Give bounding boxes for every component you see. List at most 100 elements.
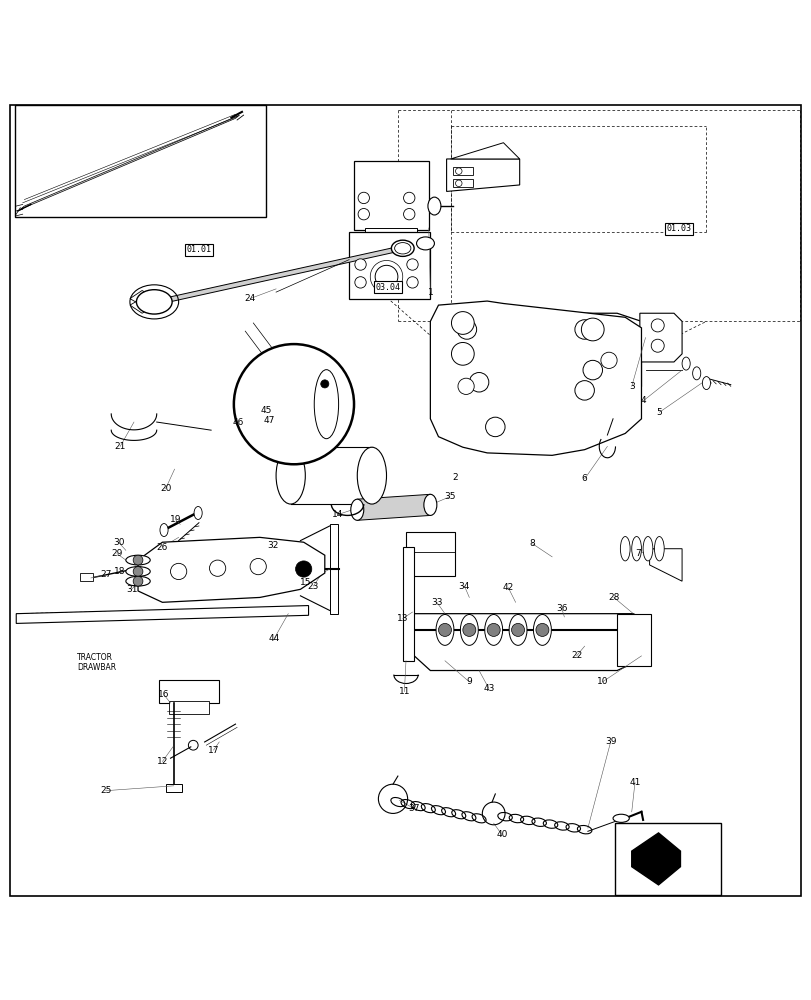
Circle shape <box>165 139 175 148</box>
Text: 44: 44 <box>268 634 280 643</box>
Circle shape <box>574 381 594 400</box>
Text: 42: 42 <box>502 583 513 592</box>
Ellipse shape <box>126 567 150 576</box>
Circle shape <box>406 259 418 270</box>
Text: 10: 10 <box>596 677 607 686</box>
Polygon shape <box>162 247 397 303</box>
Bar <box>15 105 266 217</box>
Text: 14: 14 <box>332 510 343 519</box>
Bar <box>406 532 454 576</box>
Text: 15: 15 <box>299 578 311 587</box>
Bar <box>453 167 473 175</box>
Polygon shape <box>631 833 680 885</box>
Circle shape <box>209 560 225 576</box>
Circle shape <box>451 342 474 365</box>
Circle shape <box>118 157 128 167</box>
Bar <box>159 680 219 703</box>
Circle shape <box>71 176 81 186</box>
Text: 47: 47 <box>264 416 275 425</box>
Text: 31: 31 <box>126 585 137 594</box>
Ellipse shape <box>427 197 440 215</box>
Ellipse shape <box>436 614 453 645</box>
Ellipse shape <box>508 614 526 645</box>
Circle shape <box>133 576 143 586</box>
Ellipse shape <box>394 243 410 254</box>
Circle shape <box>650 319 663 332</box>
Circle shape <box>406 277 418 288</box>
Text: 8: 8 <box>529 539 535 548</box>
Circle shape <box>451 312 474 334</box>
Circle shape <box>358 208 369 220</box>
Circle shape <box>438 623 451 636</box>
Ellipse shape <box>265 370 290 439</box>
Text: TRACTOR
DRAWBAR: TRACTOR DRAWBAR <box>77 653 116 672</box>
Circle shape <box>170 563 187 580</box>
Polygon shape <box>16 606 308 623</box>
Ellipse shape <box>391 240 414 256</box>
Ellipse shape <box>681 357 689 370</box>
Text: 22: 22 <box>570 651 581 660</box>
Polygon shape <box>130 291 148 302</box>
Polygon shape <box>357 494 430 520</box>
Text: 01.01: 01.01 <box>187 245 211 254</box>
Text: 33: 33 <box>431 598 442 607</box>
Text: 41: 41 <box>629 778 640 787</box>
Text: 2: 2 <box>452 473 457 482</box>
Polygon shape <box>130 302 148 313</box>
Text: 7: 7 <box>634 549 641 558</box>
Ellipse shape <box>350 499 363 520</box>
Text: 39: 39 <box>604 737 616 746</box>
Circle shape <box>295 561 311 577</box>
Ellipse shape <box>642 537 652 561</box>
Ellipse shape <box>423 494 436 515</box>
Circle shape <box>457 378 474 394</box>
Circle shape <box>403 192 414 204</box>
Ellipse shape <box>692 367 700 380</box>
Ellipse shape <box>276 447 305 504</box>
Text: 28: 28 <box>607 593 619 602</box>
Circle shape <box>574 320 594 339</box>
Ellipse shape <box>126 576 150 586</box>
Ellipse shape <box>194 506 202 519</box>
Circle shape <box>320 380 328 388</box>
Text: 3: 3 <box>628 382 634 391</box>
Text: 30: 30 <box>113 538 124 547</box>
Text: 4: 4 <box>640 396 645 405</box>
Bar <box>453 179 473 187</box>
Bar <box>402 547 414 661</box>
Text: 17: 17 <box>208 746 219 755</box>
Text: 35: 35 <box>444 492 455 501</box>
Ellipse shape <box>357 447 386 504</box>
Polygon shape <box>639 313 681 362</box>
Polygon shape <box>430 301 641 455</box>
Circle shape <box>358 192 369 204</box>
Circle shape <box>600 352 616 368</box>
Circle shape <box>457 320 476 339</box>
Ellipse shape <box>160 524 168 537</box>
Bar <box>165 784 182 792</box>
Bar <box>354 161 428 230</box>
Bar <box>79 573 92 581</box>
Text: 20: 20 <box>160 484 171 493</box>
Bar <box>169 701 209 714</box>
Text: 24: 24 <box>244 294 255 303</box>
Polygon shape <box>446 159 519 191</box>
Text: 16: 16 <box>158 690 169 699</box>
Polygon shape <box>412 549 649 671</box>
Text: 27: 27 <box>100 570 111 579</box>
Circle shape <box>511 623 524 636</box>
Text: 43: 43 <box>483 684 494 693</box>
Circle shape <box>462 623 475 636</box>
Text: 21: 21 <box>114 442 126 451</box>
Text: 03.04: 03.04 <box>375 283 400 292</box>
Circle shape <box>354 259 366 270</box>
Text: 29: 29 <box>111 549 122 558</box>
Ellipse shape <box>484 614 502 645</box>
Bar <box>616 614 650 666</box>
Ellipse shape <box>416 237 434 250</box>
Text: 1: 1 <box>427 288 433 297</box>
Circle shape <box>455 168 461 174</box>
Text: 11: 11 <box>398 687 410 696</box>
Circle shape <box>354 277 366 288</box>
Polygon shape <box>138 537 324 602</box>
